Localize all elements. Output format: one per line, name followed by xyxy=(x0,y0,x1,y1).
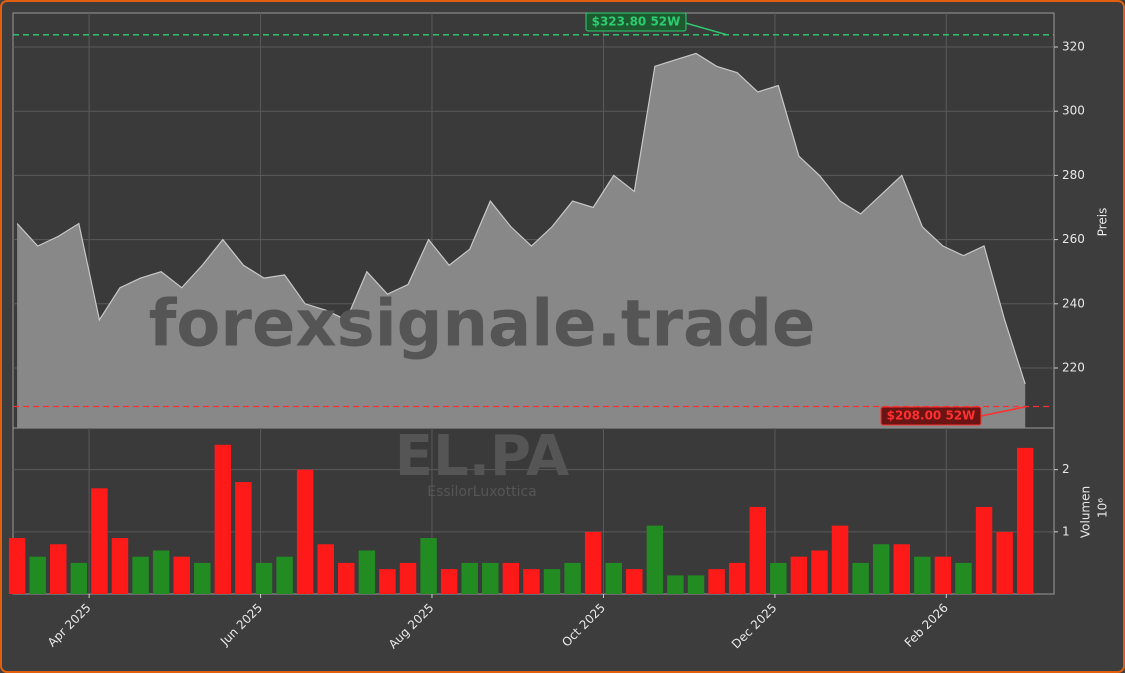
low-label: $208.00 52W xyxy=(887,409,976,423)
volume-bar xyxy=(194,562,211,594)
volume-bar xyxy=(399,562,417,594)
y-tick-label: 280 xyxy=(1062,168,1085,182)
volume-bar xyxy=(8,538,26,594)
volume-bar xyxy=(626,569,643,594)
volume-bar xyxy=(667,575,684,594)
volume-bar xyxy=(338,562,355,594)
volume-bar xyxy=(173,556,190,594)
y-tick-label: 220 xyxy=(1062,360,1085,374)
volume-bar xyxy=(420,538,437,594)
volume-bar xyxy=(50,544,67,594)
volume-bar xyxy=(893,544,910,594)
volume-bar xyxy=(379,569,396,594)
volume-bar xyxy=(708,569,725,594)
y2-label: Volumen xyxy=(1079,486,1093,538)
volume-bar xyxy=(543,569,561,594)
volume-bar xyxy=(358,550,376,594)
volume-bar xyxy=(852,562,869,594)
volume-bar xyxy=(461,562,478,594)
volume-bar xyxy=(1016,447,1034,594)
y2-tick-label: 1 xyxy=(1062,524,1070,538)
y-tick-label: 260 xyxy=(1062,232,1085,246)
volume-bar xyxy=(728,562,746,594)
y-label: Preis xyxy=(1096,208,1110,237)
volume-bar xyxy=(70,562,88,594)
volume-bar xyxy=(914,556,931,594)
volume-bar xyxy=(790,556,808,594)
volume-bar xyxy=(523,569,540,594)
volume-bar xyxy=(255,562,273,594)
low-box xyxy=(880,406,982,426)
y2-offset: 10⁶ xyxy=(1096,498,1110,518)
volume-bar xyxy=(440,569,458,594)
high-arrow xyxy=(681,21,728,36)
volume-bar xyxy=(934,556,952,594)
volume-bar xyxy=(955,562,972,594)
company: EssilorLuxottica xyxy=(427,484,537,500)
volume-bar xyxy=(687,575,705,594)
volume-bar xyxy=(296,469,314,594)
high-label: $323.80 52W xyxy=(592,15,681,29)
volume-bar xyxy=(831,525,849,594)
volume-bar xyxy=(872,544,890,594)
y-tick-label: 240 xyxy=(1062,296,1085,310)
y-tick-label: 300 xyxy=(1062,104,1085,118)
volume-bar xyxy=(214,444,232,594)
volume-bar xyxy=(749,506,766,594)
plot xyxy=(8,13,1054,594)
volume-bar xyxy=(564,562,581,594)
price-line xyxy=(16,52,1026,385)
volume-bar xyxy=(276,556,293,594)
y-tick-label: 320 xyxy=(1062,40,1085,54)
y2-tick-label: 2 xyxy=(1062,462,1070,476)
volume-bar xyxy=(502,562,520,594)
volume-bar xyxy=(29,556,46,594)
volume-bar xyxy=(482,562,499,594)
volume-bar xyxy=(975,506,993,594)
volume-bar xyxy=(584,531,602,594)
volume-bar xyxy=(811,550,828,594)
volume-bar xyxy=(996,531,1013,594)
volume-bar xyxy=(152,550,170,594)
volume-bar xyxy=(605,562,622,594)
ticker: EL.PA xyxy=(395,424,570,489)
volume-bar xyxy=(235,482,252,594)
high-box xyxy=(585,12,687,32)
volume-bar xyxy=(770,562,787,594)
volume-bar xyxy=(132,556,149,594)
volume-bar xyxy=(91,488,108,594)
area xyxy=(17,53,1026,429)
volume-bar xyxy=(317,544,334,594)
watermark: forexsignale.trade xyxy=(149,288,816,362)
volume-bar xyxy=(646,525,664,594)
volume-bar xyxy=(111,538,129,594)
low-arrow xyxy=(980,405,1028,417)
